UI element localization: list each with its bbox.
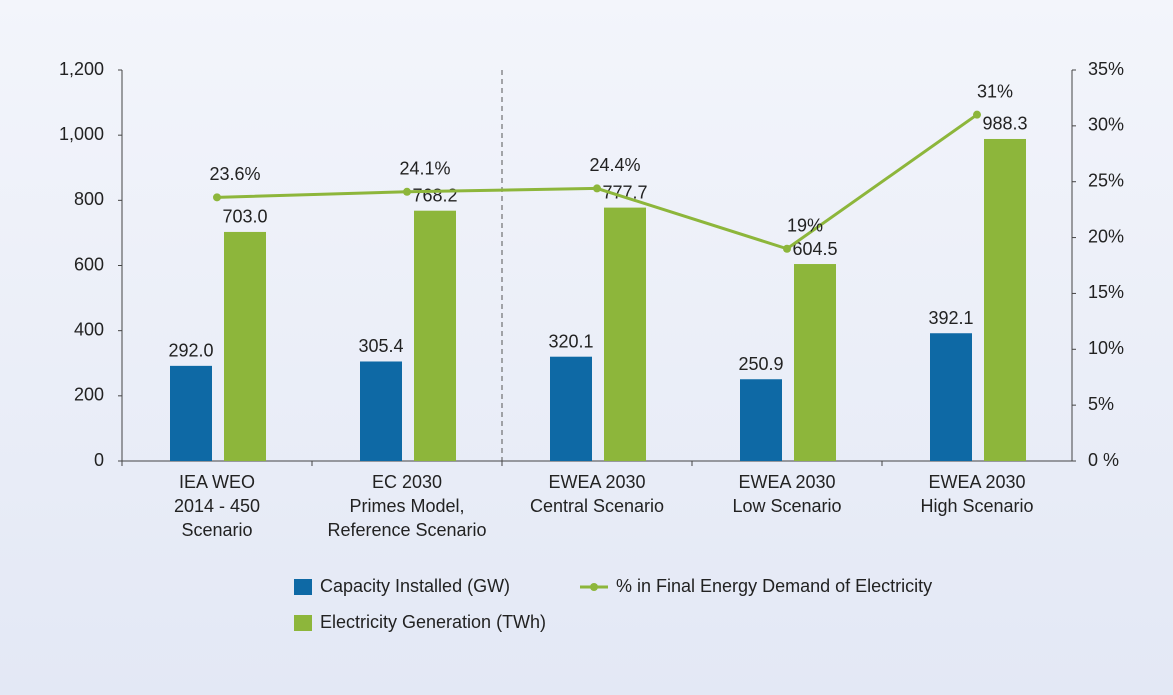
line-point [213, 193, 221, 202]
legend-point [590, 583, 598, 591]
x-tick-line: EWEA 2030 [738, 472, 835, 492]
x-tick-line: Scenario [181, 520, 252, 540]
bar [414, 210, 456, 461]
bar [930, 333, 972, 461]
line-label: 24.1% [399, 159, 450, 179]
x-tick-line: IEA WEO [179, 472, 255, 492]
bar-label: 768.2 [412, 185, 457, 205]
bar [360, 361, 402, 461]
legend-swatch [294, 579, 312, 595]
bar-label: 988.3 [982, 114, 1027, 134]
line-point [593, 184, 601, 193]
line-point [783, 244, 791, 253]
y-tick-label: 600 [74, 254, 104, 274]
x-tick-line: EWEA 2030 [548, 472, 645, 492]
x-tick-label: EWEA 2030 Central Scenario [530, 472, 664, 516]
y-tick-label: 400 [74, 319, 104, 339]
bar [224, 231, 266, 461]
line-label: 19% [787, 215, 823, 235]
y2-tick-label: 25% [1088, 170, 1124, 190]
x-tick-line: Low Scenario [732, 496, 841, 516]
bar-label: 604.5 [792, 239, 837, 259]
bar-label: 250.9 [738, 354, 783, 374]
y2-tick-label: 30% [1088, 115, 1124, 135]
legend-label: Electricity Generation (TWh) [320, 612, 546, 632]
y2-tick-label: 0 % [1088, 450, 1119, 470]
y-tick-label: 0 [94, 450, 104, 470]
y-tick-label: 1,000 [59, 124, 104, 144]
bar [550, 356, 592, 461]
bar-label: 320.1 [548, 331, 593, 351]
line-label: 24.4% [589, 155, 640, 175]
y-tick-label: 1,200 [59, 59, 104, 79]
bar [794, 264, 836, 461]
line-point [973, 110, 981, 119]
bar [984, 138, 1026, 461]
bar-label: 305.4 [358, 336, 403, 356]
legend-label: Capacity Installed (GW) [320, 576, 510, 596]
bar [604, 207, 646, 461]
bar-label: 777.7 [602, 182, 647, 202]
bar-label: 392.1 [928, 308, 973, 328]
y2-tick-label: 20% [1088, 226, 1124, 246]
x-tick-line: Reference Scenario [327, 520, 486, 540]
y-tick-label: 800 [74, 189, 104, 209]
x-tick-line: EWEA 2030 [928, 472, 1025, 492]
bar [170, 365, 212, 461]
x-tick-label: EC 2030 Primes Model, Reference Scenario [327, 472, 486, 540]
x-tick-line: High Scenario [920, 496, 1033, 516]
y2-tick-label: 35% [1088, 59, 1124, 79]
y-tick-label: 200 [74, 385, 104, 405]
line-label: 31% [977, 81, 1013, 101]
bar-label: 703.0 [222, 207, 267, 227]
y2-tick-label: 15% [1088, 282, 1124, 302]
legend-label: % in Final Energy Demand of Electricity [616, 576, 932, 596]
y2-tick-label: 10% [1088, 338, 1124, 358]
x-tick-line: Central Scenario [530, 496, 664, 516]
line [216, 113, 978, 251]
x-tick-label: EWEA 2030 Low Scenario [732, 472, 841, 516]
legend-swatch [294, 615, 312, 631]
x-tick-label: IEA WEO 2014 - 450 Scenario [174, 472, 260, 540]
x-tick-line: Primes Model, [349, 496, 464, 516]
line-point [403, 187, 411, 196]
x-tick-label: EWEA 2030 High Scenario [920, 472, 1033, 516]
line-label: 23.6% [209, 164, 260, 184]
y2-tick-label: 5% [1088, 394, 1114, 414]
x-tick-line: EC 2030 [372, 472, 442, 492]
bar-label: 292.0 [168, 341, 213, 361]
x-tick-line: 2014 - 450 [174, 496, 260, 516]
bar [740, 379, 782, 461]
